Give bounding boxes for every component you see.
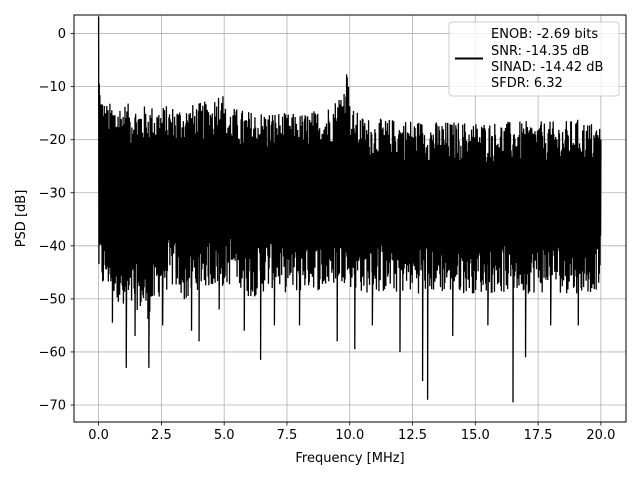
x-axis-label: Frequency [MHz] [295, 451, 404, 466]
x-tick-label: 17.5 [524, 428, 553, 443]
x-tick-label: 0.0 [88, 428, 109, 443]
y-tick-label: −40 [39, 239, 66, 254]
legend-snr: SNR: -14.35 dB [491, 44, 589, 59]
y-tick-label: 0 [58, 27, 66, 42]
x-tick-label: 7.5 [277, 428, 298, 443]
x-tick-label: 15.0 [461, 428, 490, 443]
legend: ENOB: -2.69 bits SNR: -14.35 dB SINAD: -… [448, 21, 620, 97]
x-tick-label: 12.5 [398, 428, 427, 443]
y-tick-label: −60 [39, 345, 66, 360]
y-tick-label: −20 [39, 133, 66, 148]
x-axis-ticks: 0.0 2.5 5.0 7.5 10.0 12.5 15.0 17.5 20.0 [88, 422, 615, 443]
y-tick-label: −50 [39, 292, 66, 307]
x-tick-label: 10.0 [335, 428, 364, 443]
psd-line [97, 16, 602, 403]
legend-box [448, 21, 620, 97]
legend-sfdr: SFDR: 6.32 [491, 76, 563, 91]
legend-sinad: SINAD: -14.42 dB [491, 60, 603, 75]
psd-trace [97, 16, 602, 403]
y-tick-label: −70 [39, 399, 66, 414]
legend-enob: ENOB: -2.69 bits [491, 27, 598, 42]
y-tick-label: −30 [39, 186, 66, 201]
x-tick-label: 5.0 [214, 428, 235, 443]
y-tick-label: −10 [39, 80, 66, 95]
y-axis-ticks: 0 −10 −20 −30 −40 −50 −60 −70 [39, 27, 74, 414]
y-axis-label: PSD [dB] [14, 190, 29, 248]
x-tick-label: 20.0 [586, 428, 615, 443]
x-tick-label: 2.5 [151, 428, 172, 443]
